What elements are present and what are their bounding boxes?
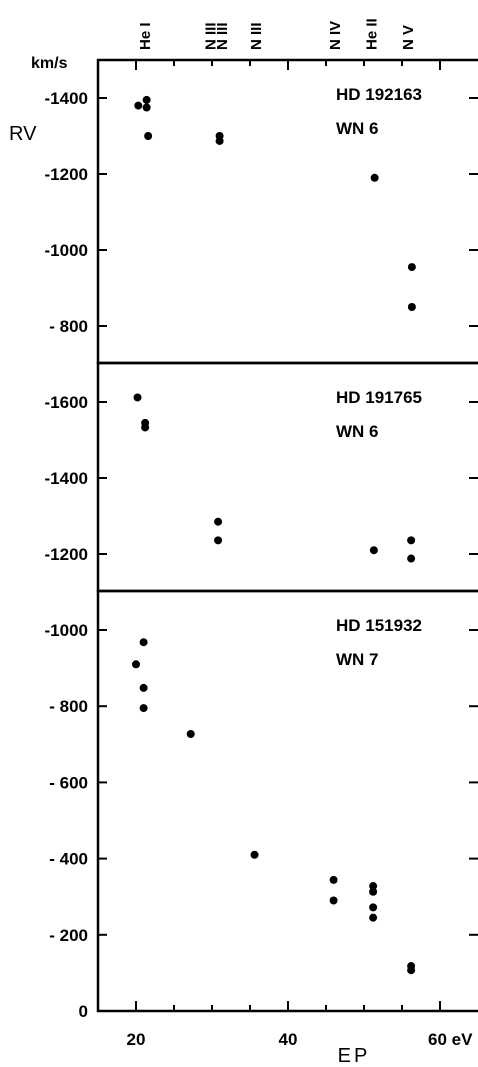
data-point [369, 882, 378, 891]
data-point [142, 103, 151, 112]
y-tick-label: -1000 [45, 621, 88, 640]
data-point [141, 423, 150, 432]
panel-hd-192163: -1400 -1200 -1000 - 800 HD 192163 WN 6 [45, 58, 478, 365]
y-unit-label: km/s [31, 55, 68, 72]
ion-line-label: N IV [327, 21, 344, 50]
y-tick-label: - 200 [49, 926, 88, 945]
data-point [142, 95, 151, 104]
data-point [407, 303, 416, 311]
spectral-class-label: WN 7 [336, 650, 379, 669]
data-point [139, 638, 148, 647]
data-point [215, 136, 224, 145]
data-point [369, 913, 378, 922]
ion-line-label: He II [364, 18, 381, 50]
ion-line-label: He I [137, 22, 154, 50]
data-point [407, 554, 416, 563]
panel-hd-191765: -1600 -1400 -1200 HD 191765 WN 6 [45, 361, 478, 593]
x-tick-label: 60 eV [428, 1030, 473, 1049]
x-axis-title: EP [338, 1045, 371, 1067]
data-point [370, 173, 379, 182]
x-tick-label: 20 [127, 1030, 146, 1049]
y-tick-label: -1200 [45, 545, 88, 564]
data-point [132, 660, 140, 669]
y-tick-label: -1200 [45, 165, 88, 184]
y-tick-label: - 800 [49, 697, 88, 716]
x-tick-label: 40 [279, 1030, 298, 1049]
data-point [139, 704, 148, 713]
y-tick-label: 0 [79, 1002, 88, 1021]
y-tick-label: -1000 [45, 241, 88, 260]
ion-line-label: N III [248, 22, 265, 50]
panel-hd-151932: -1000 - 800 - 600 - 400 - 200 0 HD 151932 WN 7 [45, 589, 478, 1021]
data-point [133, 393, 142, 402]
data-point [369, 903, 378, 912]
panel-frame-hd-192163 [96, 58, 478, 365]
star-name-label: HD 151932 [336, 616, 422, 635]
y-tick-label: -1400 [45, 469, 88, 488]
y-tick-label: -1600 [45, 393, 88, 412]
data-point [144, 132, 153, 140]
data-point [139, 683, 148, 692]
y-tick-label: - 400 [49, 850, 88, 869]
star-name-label: HD 192163 [336, 85, 422, 104]
data-point [369, 887, 378, 896]
data-point [214, 536, 223, 545]
spectral-class-label: WN 6 [336, 119, 379, 138]
data-point [329, 875, 338, 884]
ion-line-label: N V [400, 25, 417, 50]
data-point [407, 536, 416, 545]
star-name-label: HD 191765 [336, 388, 422, 407]
data-point [214, 517, 223, 526]
data-point [329, 896, 338, 905]
y-tick-label: - 800 [49, 317, 88, 336]
data-point [407, 966, 416, 975]
panel-frame-hd-151932 [96, 589, 478, 1013]
x-axis: 20 40 60 eV [127, 60, 473, 1049]
data-point [134, 101, 143, 110]
data-point [407, 263, 416, 272]
spectral-class-label: WN 6 [336, 422, 379, 441]
data-point [186, 730, 195, 739]
ion-line-label: N III [202, 22, 219, 50]
y-tick-label: -1400 [45, 89, 88, 108]
data-point [250, 850, 259, 859]
y-tick-label: - 600 [49, 773, 88, 792]
y-axis-title: RV [9, 123, 37, 145]
data-point [369, 546, 378, 555]
ion-line-label: N III [214, 22, 231, 50]
